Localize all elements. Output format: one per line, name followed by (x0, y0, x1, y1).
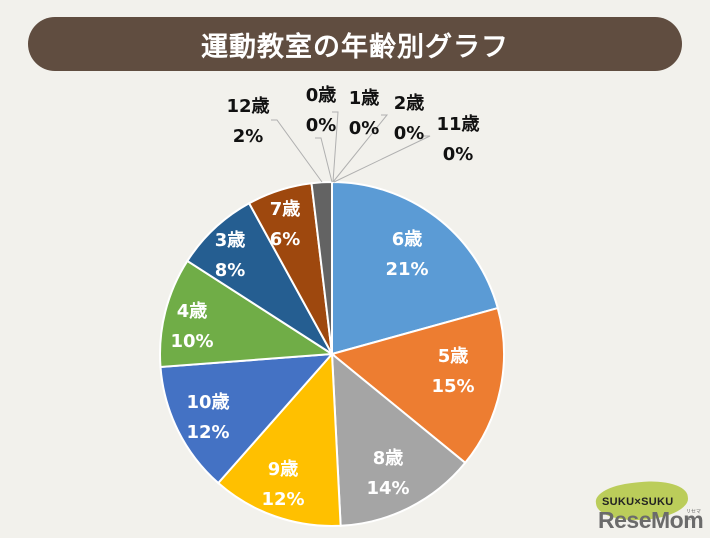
data-label-category: 8歳 (372, 448, 404, 469)
data-label: 2歳 0% (394, 89, 425, 149)
data-label: 5歳 15% (431, 342, 474, 402)
leader-line (315, 137, 333, 183)
leader-line (332, 111, 339, 183)
leader-line (271, 119, 323, 183)
pie-slice-6歳 (331, 180, 499, 356)
data-label-category: 4歳 (176, 301, 208, 322)
data-label-percent: 10% (170, 331, 214, 352)
data-label-category: 7歳 (269, 199, 301, 220)
data-label-percent: 14% (366, 478, 410, 499)
data-label-percent: 2% (232, 126, 264, 147)
data-label-percent: 21% (385, 259, 429, 280)
pie-slice-5歳 (329, 306, 505, 465)
data-label-percent: 12% (186, 422, 230, 443)
pie-slices (159, 180, 505, 527)
data-label-category: 9歳 (267, 459, 299, 480)
data-label-percent: 8% (214, 260, 246, 281)
data-label: 11歳 0% (436, 110, 479, 170)
data-label-category: 11歳 (436, 114, 480, 135)
logo-suku-text: SUKU×SUKU (602, 496, 674, 508)
data-label: 12歳 2% (226, 92, 269, 152)
data-label: 1歳 0% (349, 84, 380, 144)
pie-slice-4歳 (159, 259, 336, 369)
leader-line (333, 135, 431, 183)
pie-slice-8歳 (330, 351, 467, 527)
pie-slice-9歳 (216, 351, 342, 527)
data-label-percent: 12% (261, 489, 305, 510)
pie-slice-10歳 (159, 352, 335, 485)
data-label: 7歳 6% (270, 195, 301, 255)
data-label: 10歳 12% (186, 388, 229, 448)
data-label-category: 10歳 (186, 392, 230, 413)
data-label-category: 0歳 (305, 85, 337, 106)
data-label-percent: 0% (305, 115, 337, 136)
title-banner: 運動教室の年齢別グラフ (28, 17, 682, 71)
leader-lines (271, 111, 431, 183)
data-label-percent: 15% (431, 376, 475, 397)
data-label-percent: 0% (393, 123, 425, 144)
data-label-category: 2歳 (393, 93, 425, 114)
data-label: 9歳 12% (261, 455, 304, 515)
data-label: 6歳 21% (385, 225, 428, 285)
data-label: 4歳 10% (170, 297, 213, 357)
logo-kana-text: リセマム (686, 509, 702, 522)
data-label-percent: 6% (269, 229, 301, 250)
data-label: 0歳 0% (306, 81, 337, 141)
data-label-percent: 0% (442, 144, 474, 165)
chart-title: 運動教室の年齢別グラフ (201, 31, 509, 63)
data-label: 3歳 8% (215, 226, 246, 286)
data-label-category: 5歳 (437, 346, 469, 367)
data-label: 8歳 14% (366, 444, 409, 504)
logo-resemom-text: ReseMom (598, 507, 704, 533)
data-label-category: 12歳 (226, 96, 270, 117)
leader-line (332, 114, 389, 183)
data-label-category: 1歳 (348, 88, 380, 109)
data-label-percent: 0% (348, 118, 380, 139)
data-label-category: 3歳 (214, 230, 246, 251)
resemom-logo: SUKU×SUKU ReseMom リセマム (590, 477, 704, 534)
data-label-category: 6歳 (391, 229, 423, 250)
